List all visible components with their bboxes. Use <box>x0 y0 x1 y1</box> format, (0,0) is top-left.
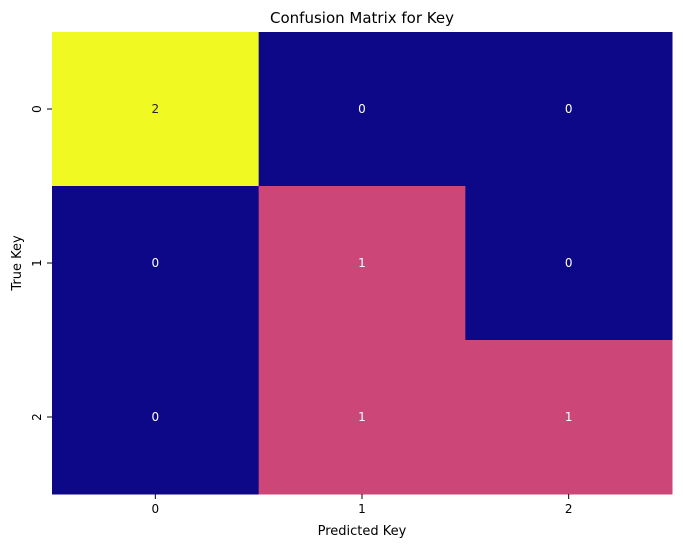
cell-value-r2-c0: 0 <box>152 410 160 424</box>
y-axis-label: True Key <box>10 235 25 292</box>
y-axis-ticks: 0 1 2 <box>30 105 52 421</box>
heatmap-cell-r0-c0 <box>52 32 260 187</box>
cell-value-r1-c2: 0 <box>565 256 573 270</box>
heatmap-cell-r1-c2 <box>465 186 673 341</box>
heatmap-cell-r2-c2 <box>465 340 673 495</box>
x-axis-label: Predicted Key <box>318 524 407 539</box>
heatmap-cell-r1-c0 <box>52 186 260 341</box>
cell-value-r1-c0: 0 <box>152 256 160 270</box>
heatmap-cell-r1-c1 <box>258 186 466 341</box>
x-axis-ticks: 0 1 2 <box>152 494 573 516</box>
heatmap-cell-r2-c1 <box>258 340 466 495</box>
y-tick-label-1: 1 <box>30 259 44 267</box>
cell-value-r1-c1: 1 <box>358 256 366 270</box>
chart-title: Confusion Matrix for Key <box>270 9 454 27</box>
cell-value-r2-c1: 1 <box>358 410 366 424</box>
heatmap-cell-r0-c1 <box>258 32 466 187</box>
heatmap-cell-r0-c2 <box>465 32 673 187</box>
cell-value-r0-c1: 0 <box>358 102 366 116</box>
heatmap-cells: 2 0 0 0 1 0 0 1 1 <box>52 32 673 495</box>
cell-value-r0-c0: 2 <box>152 102 160 116</box>
y-tick-label-0: 0 <box>30 105 44 113</box>
cell-value-r0-c2: 0 <box>565 102 573 116</box>
heatmap-cell-r2-c0 <box>52 340 260 495</box>
cell-value-r2-c2: 1 <box>565 410 573 424</box>
x-tick-label-0: 0 <box>152 502 160 516</box>
x-tick-label-1: 1 <box>358 502 366 516</box>
y-tick-label-2: 2 <box>30 413 44 421</box>
x-tick-label-2: 2 <box>565 502 573 516</box>
